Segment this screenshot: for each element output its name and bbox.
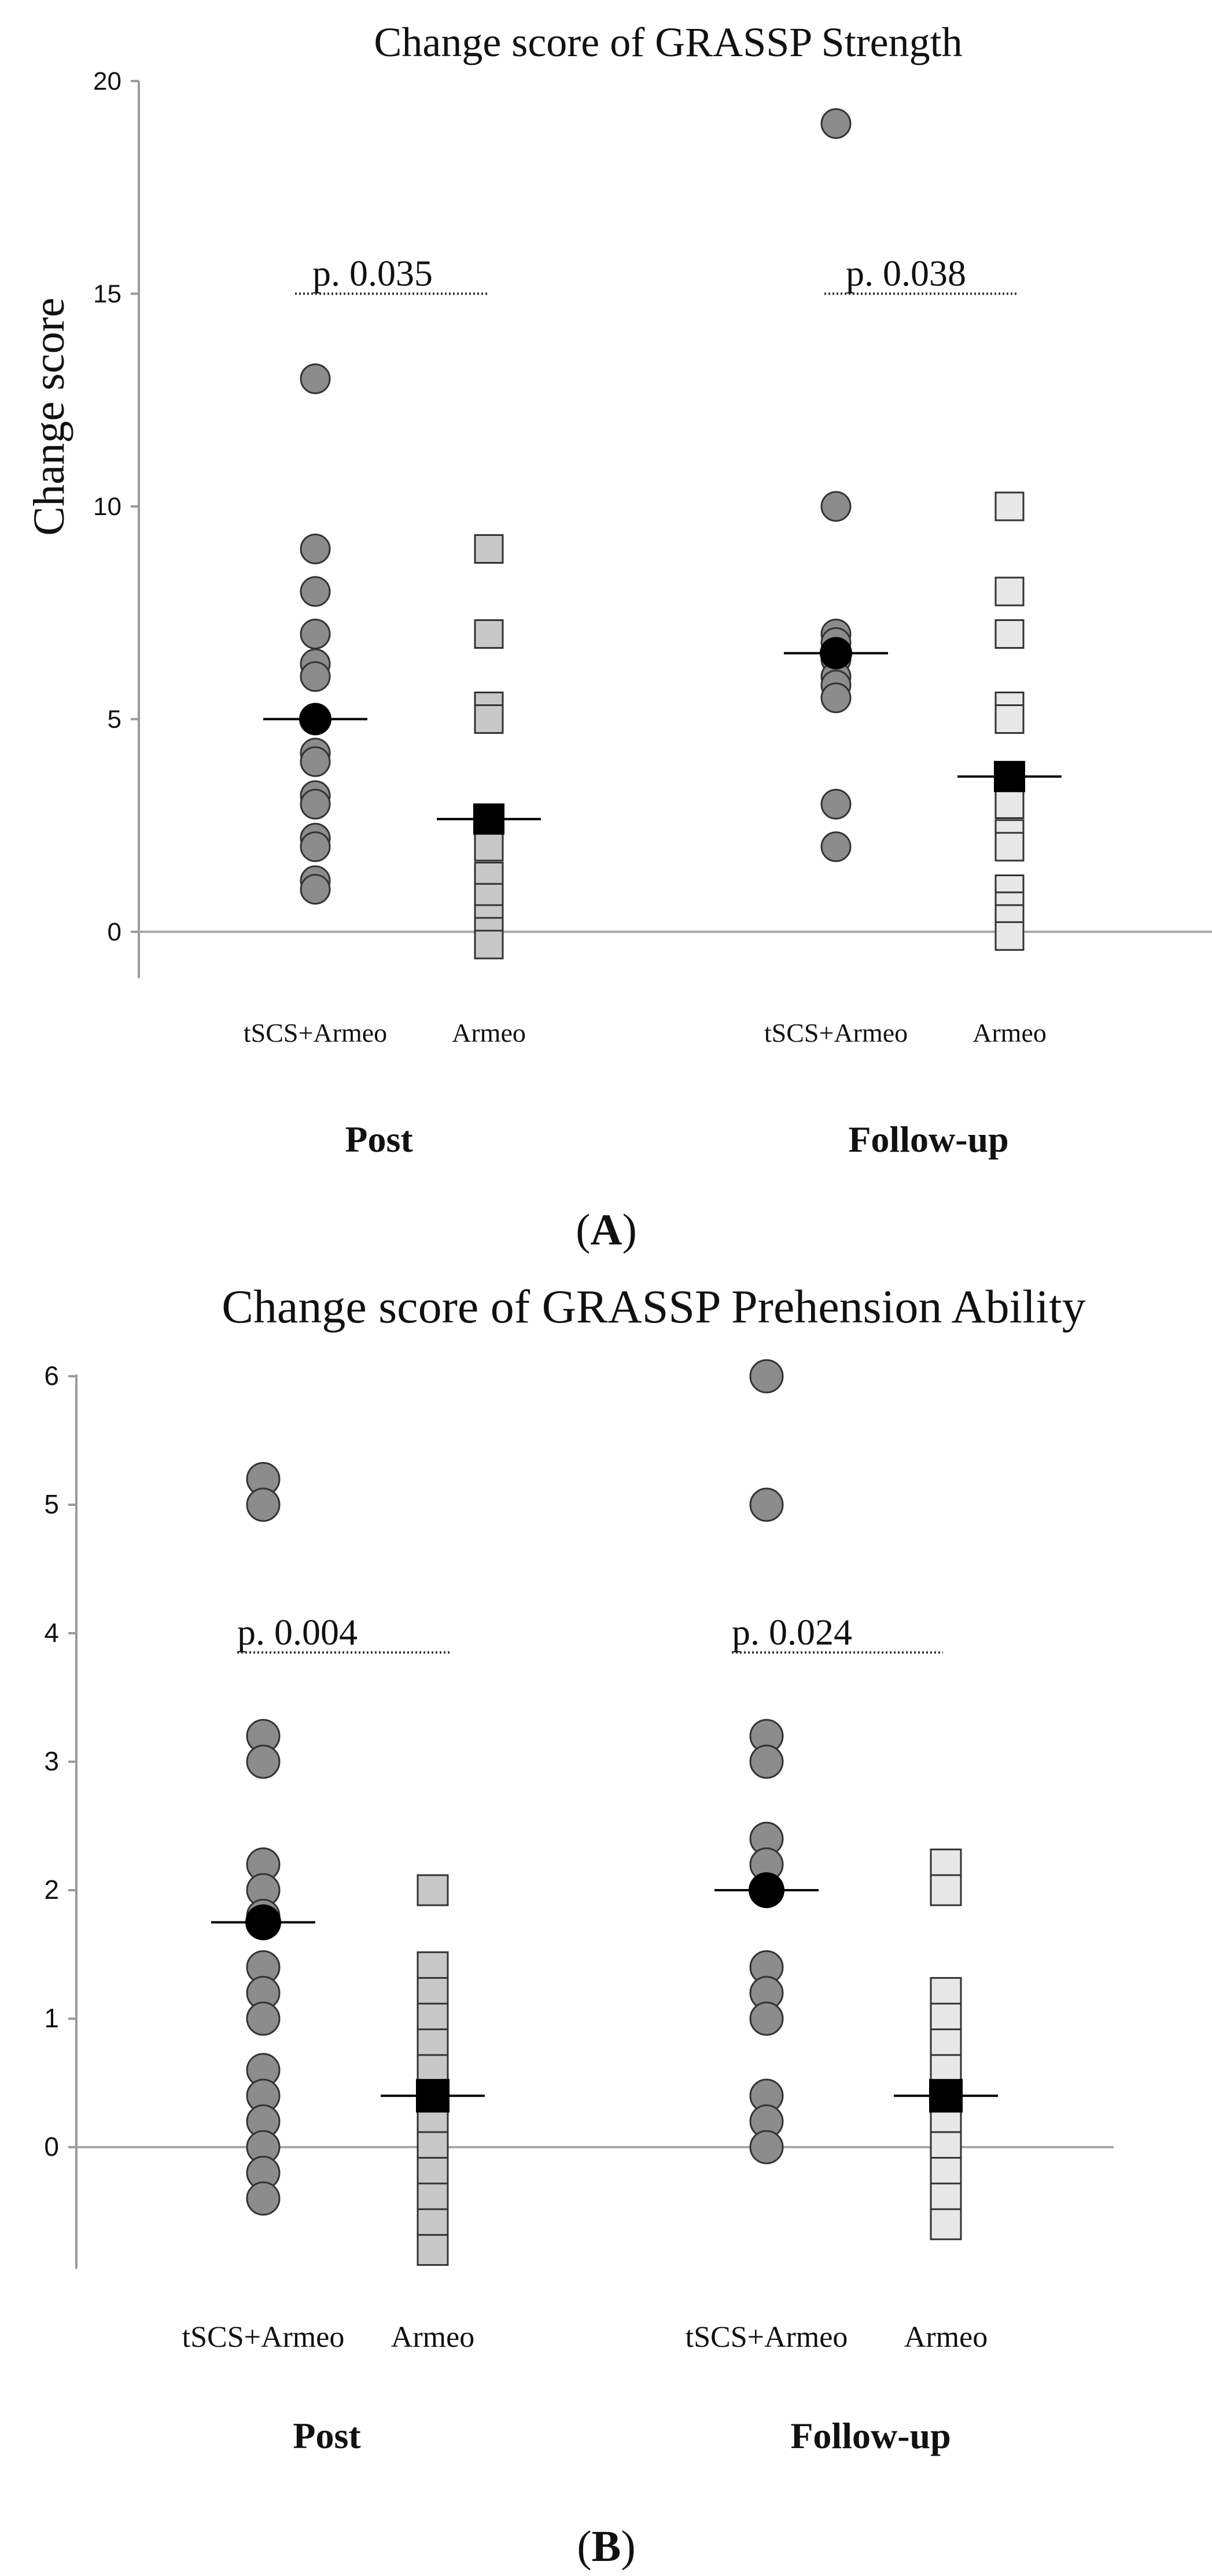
panel-b-data-point-circle (749, 1487, 784, 1522)
panel-a-data-point-circle (300, 789, 331, 820)
panel-b-category-label: Armeo (391, 2321, 474, 2354)
panel-a-data-point-square (994, 576, 1025, 607)
panel-b-title: Change score of GRASSP Prehension Abilit… (222, 1280, 1085, 1333)
panel-a-chart: Change score of GRASSP Strength Change s… (25, 19, 1212, 1254)
panel-a-marks (263, 108, 1062, 960)
panel-a-data-point-square (474, 929, 504, 960)
panel-a-data-point-square (994, 921, 1025, 951)
panel-a-category-label: tSCS+Armeo (764, 1018, 908, 1048)
panel-a-data-point-square (474, 704, 504, 734)
panel-a-data-point-circle (300, 576, 331, 607)
panel-b-y-tick-label: 3 (44, 1746, 59, 1776)
panel-b-axes: 0 1 2 3 4 5 6 tSCS+Armeo Armeo tSCS+Armeo Armeo p. … (44, 1361, 1114, 2354)
panel-b-y-tick-label: 4 (44, 1618, 59, 1648)
panel-a-y-tick-label: 15 (93, 280, 121, 308)
panel-b-group-label-post: Post (293, 2415, 361, 2456)
panel-b-data-point-square (930, 2208, 962, 2240)
panel-b-data-point-circle (246, 1744, 281, 1779)
panel-a-category-label: Armeo (972, 1018, 1047, 1048)
panel-a-data-point-square (994, 491, 1025, 521)
panel-b-data-point-circle (246, 2181, 281, 2216)
panel-b-figure-label: (B) (577, 2522, 635, 2571)
panel-b-category-label: Armeo (904, 2321, 988, 2354)
panel-b-data-point-circle (749, 2130, 784, 2165)
panel-a-data-point-circle (820, 108, 852, 139)
panel-b-data-point-circle (749, 1359, 784, 1394)
panel-a-data-point-square (474, 534, 504, 564)
panel-b-data-point-circle (749, 2001, 784, 2036)
panel-a-y-tick-label: 20 (93, 67, 121, 95)
panel-a-data-point-circle (300, 831, 331, 862)
panel-a-group-label-post: Post (345, 1119, 413, 1160)
panel-b-data-point-circle (246, 2001, 281, 2036)
panel-a-data-point-square (994, 619, 1025, 649)
panel-a-data-point-circle (300, 874, 331, 905)
panel-b-p-value-label: p. 0.004 (237, 1611, 358, 1652)
panel-b-category-label: tSCS+Armeo (182, 2321, 345, 2354)
panel-b-data-point-square (417, 2234, 449, 2266)
panel-b-data-point-square (930, 1874, 962, 1906)
panel-a-ylabel: Change score (25, 297, 73, 536)
panel-b-p-value-label: p. 0.024 (732, 1611, 852, 1652)
panel-a-data-point-circle (820, 682, 852, 714)
panel-a-data-point-circle (300, 534, 331, 564)
panel-b-chart: Change score of GRASSP Prehension Abilit… (44, 1280, 1114, 2571)
panel-a-data-point-square (474, 619, 504, 649)
panel-b-category-label: tSCS+Armeo (686, 2321, 848, 2354)
panel-a-data-point-circle (300, 363, 331, 394)
panel-b-data-point-circle (246, 1487, 281, 1522)
panel-b-group-label-follow-up: Follow-up (790, 2415, 951, 2456)
panel-a-y-tick-label: 0 (108, 918, 121, 946)
panel-a-data-point-square (994, 704, 1025, 734)
panel-a-title: Change score of GRASSP Strength (374, 19, 962, 65)
panel-b-y-tick-label: 5 (44, 1489, 59, 1519)
panel-a-data-point-circle (820, 789, 852, 820)
panel-b-marks (211, 1359, 998, 2266)
panel-b-y-tick-label: 2 (44, 1875, 59, 1905)
panel-a-p-value-label: p. 0.035 (312, 253, 433, 294)
panel-a-category-label: tSCS+Armeo (244, 1018, 387, 1048)
panel-a-figure-label: (A) (576, 1206, 637, 1254)
panel-b-y-tick-label: 6 (44, 1361, 59, 1391)
panel-b-data-point-circle (749, 1744, 784, 1779)
panel-a-axes: 0 5 10 15 20 tSCS+Armeo Armeo tSCS+Armeo Armeo p.… (93, 67, 1212, 1048)
panel-a-y-tick-label: 5 (108, 705, 121, 734)
panel-a-data-point-circle (820, 831, 852, 862)
panel-a-data-point-circle (820, 491, 852, 522)
panel-a-category-label: Armeo (452, 1018, 526, 1048)
panel-a-y-tick-label: 10 (93, 493, 121, 521)
panel-b-y-tick-label: 0 (44, 2132, 59, 2162)
panel-a-data-point-circle (300, 746, 331, 777)
panel-b-y-tick-label: 1 (44, 2003, 59, 2033)
panel-a-data-point-square (474, 832, 504, 862)
panel-a-group-label-follow-up: Follow-up (848, 1119, 1008, 1160)
panel-a-data-point-circle (300, 619, 331, 649)
panel-a-p-value-label: p. 0.038 (846, 253, 966, 294)
panel-a-data-point-circle (300, 661, 331, 692)
panel-b-data-point-square (417, 1874, 449, 1906)
panel-a-data-point-square (994, 789, 1025, 819)
panel-a-data-point-square (994, 832, 1025, 862)
